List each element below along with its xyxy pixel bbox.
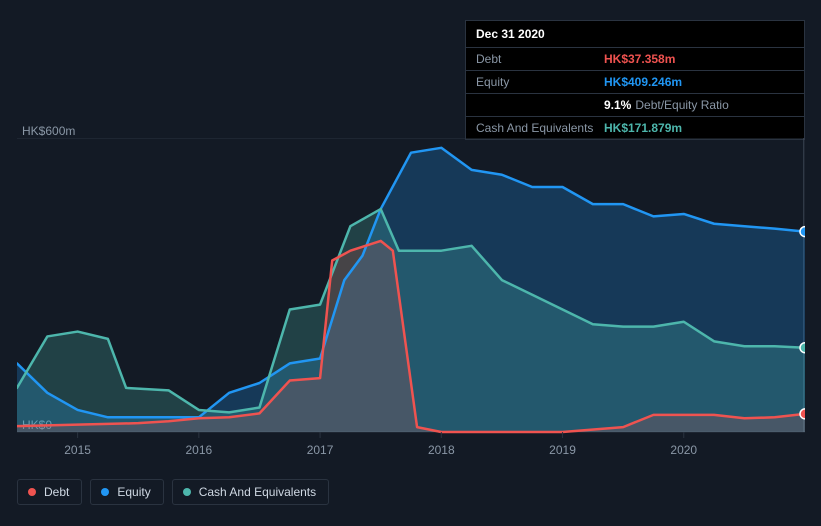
x-axis-label: 2019: [549, 443, 576, 457]
legend-label: Debt: [44, 485, 69, 499]
y-axis-label-max: HK$600m: [22, 124, 75, 138]
legend-label: Cash And Equivalents: [199, 485, 316, 499]
x-axis-label: 2015: [64, 443, 91, 457]
chart-container: Dec 31 2020 Debt HK$37.358m Equity HK$40…: [0, 0, 821, 526]
tooltip-row-ratio: 9.1% Debt/Equity Ratio: [466, 93, 804, 116]
tooltip-label: Equity: [476, 75, 604, 89]
legend-item-cash[interactable]: Cash And Equivalents: [172, 479, 329, 505]
ratio-label: Debt/Equity Ratio: [635, 98, 728, 112]
legend-dot-icon: [28, 488, 36, 496]
tooltip-row-cash: Cash And Equivalents HK$171.879m: [466, 116, 804, 139]
legend: Debt Equity Cash And Equivalents: [17, 479, 329, 505]
tooltip-value: HK$37.358m: [604, 52, 675, 66]
x-axis-label: 2018: [428, 443, 455, 457]
legend-label: Equity: [117, 485, 150, 499]
chart-plot-area[interactable]: 201520162017201820192020: [17, 138, 805, 432]
legend-item-debt[interactable]: Debt: [17, 479, 82, 505]
tooltip-row-equity: Equity HK$409.246m: [466, 70, 804, 93]
tooltip-card: Dec 31 2020 Debt HK$37.358m Equity HK$40…: [465, 20, 805, 140]
legend-dot-icon: [183, 488, 191, 496]
tooltip-label: Cash And Equivalents: [476, 121, 604, 135]
tooltip-date: Dec 31 2020: [466, 21, 804, 47]
ratio-pct: 9.1%: [604, 98, 631, 112]
x-axis-label: 2016: [185, 443, 212, 457]
legend-item-equity[interactable]: Equity: [90, 479, 163, 505]
tooltip-label: Debt: [476, 52, 604, 66]
chart-svg: [17, 138, 805, 442]
x-axis-label: 2020: [670, 443, 697, 457]
tooltip-row-debt: Debt HK$37.358m: [466, 47, 804, 70]
x-axis-label: 2017: [307, 443, 334, 457]
tooltip-value: HK$171.879m: [604, 121, 682, 135]
tooltip-label: [476, 98, 604, 112]
legend-dot-icon: [101, 488, 109, 496]
tooltip-value: HK$409.246m: [604, 75, 682, 89]
